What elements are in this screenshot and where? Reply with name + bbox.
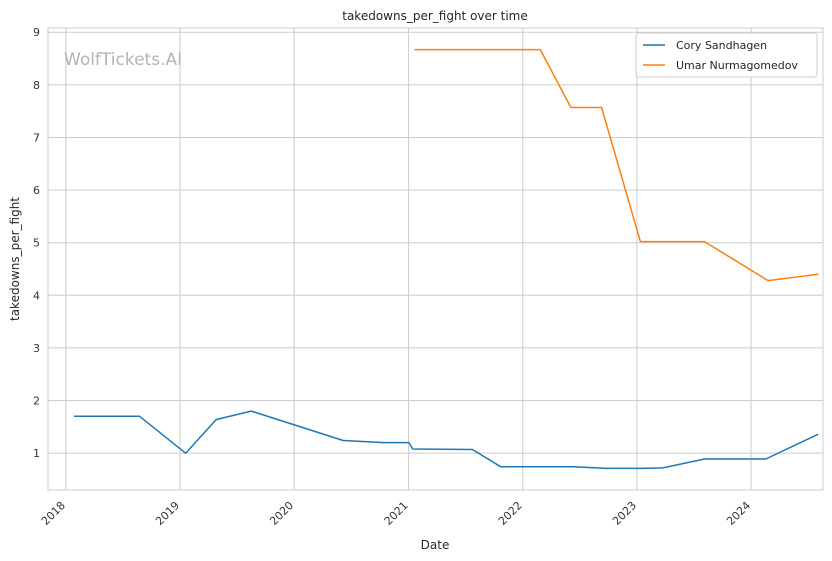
y-tick-label: 4 (33, 289, 40, 302)
x-tick-label: 2020 (267, 499, 296, 528)
series-layer (74, 48, 819, 470)
x-tick-label: 2019 (153, 499, 182, 528)
series-line-cory-sandhagen (74, 410, 819, 470)
y-axis-title: takedowns_per_fight (8, 197, 22, 321)
grid (48, 28, 823, 490)
x-tick-labels: 2018 2019 2020 2021 2022 2023 2024 (39, 499, 753, 528)
y-tick-labels: 1 2 3 4 5 6 7 8 9 (33, 26, 40, 460)
x-tick-label: 2021 (382, 499, 411, 528)
chart-title: takedowns_per_fight over time (342, 9, 528, 23)
x-tick-label: 2024 (724, 499, 753, 528)
x-axis-title: Date (421, 538, 450, 552)
legend-label-umar-nurmagomedov: Umar Nurmagomedov (676, 59, 798, 72)
legend-label-cory-sandhagen: Cory Sandhagen (676, 39, 767, 52)
y-tick-label: 3 (33, 342, 40, 355)
legend-box (635, 32, 818, 78)
y-tick-label: 8 (33, 79, 40, 92)
y-tick-label: 5 (33, 237, 40, 250)
x-tick-label: 2018 (39, 499, 68, 528)
y-tick-label: 7 (33, 131, 40, 144)
legend: Cory Sandhagen Umar Nurmagomedov (635, 32, 818, 78)
watermark: WolfTickets.AI (64, 50, 182, 70)
series-line-umar-nurmagomedov (414, 48, 819, 282)
y-tick-label: 2 (33, 395, 40, 408)
x-tick-label: 2023 (610, 499, 639, 528)
y-tick-label: 9 (33, 26, 40, 39)
y-tick-label: 6 (33, 184, 40, 197)
plot-area (47, 27, 824, 491)
y-tick-label: 1 (33, 447, 40, 460)
x-tick-label: 2022 (496, 499, 525, 528)
